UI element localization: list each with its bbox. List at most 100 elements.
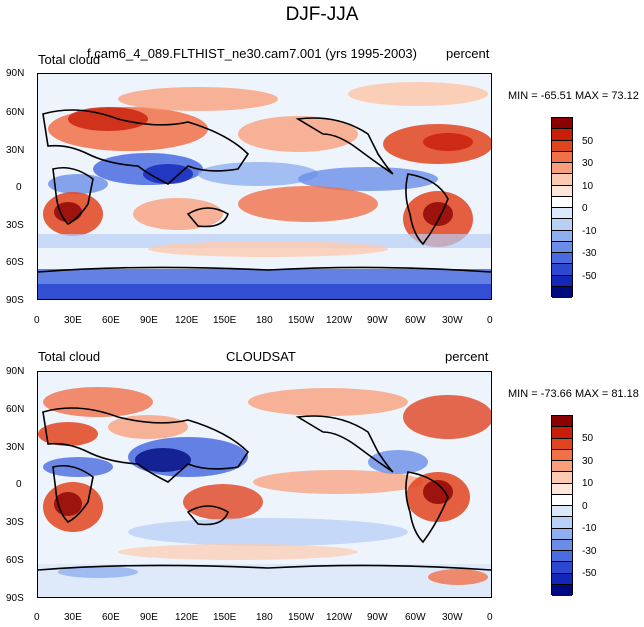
p2-lon-tick: 90E — [140, 612, 158, 623]
p2-lat-tick: 90S — [6, 593, 24, 604]
colorbar-swatch — [552, 584, 572, 596]
colorbar-swatch — [552, 196, 572, 208]
p1-lon-tick: 0 — [34, 315, 40, 326]
colorbar-swatch — [552, 506, 572, 518]
panel2-case-label: CLOUDSAT — [226, 349, 296, 364]
p1-lat-tick: 90N — [6, 68, 25, 79]
colorbar-swatch — [552, 163, 572, 175]
p2-lon-tick: 60W — [405, 612, 426, 623]
panel1-colorbar — [551, 117, 573, 298]
colorbar-swatch — [552, 241, 572, 253]
colorbar-swatch — [552, 494, 572, 506]
colorbar-swatch — [552, 562, 572, 574]
p1-lat-tick: 30N — [6, 145, 25, 156]
colorbar-swatch — [552, 449, 572, 461]
p2-lat-tick: 60S — [6, 555, 24, 566]
panel2-colorbar — [551, 415, 573, 596]
p2-lon-tick: 0 — [34, 612, 40, 623]
p1-lon-tick: 120W — [326, 315, 353, 326]
panel2-map — [37, 371, 492, 598]
panel1-units-label: percent — [446, 46, 490, 61]
p1-colorbar-label: 0 — [582, 203, 588, 214]
colorbar-swatch — [552, 208, 572, 220]
p1-lon-tick: 90E — [140, 315, 158, 326]
p2-colorbar-label: 10 — [582, 478, 594, 489]
p1-lon-tick: 180 — [256, 315, 273, 326]
panel2-variable-label: Total cloud — [38, 349, 101, 364]
colorbar-swatch — [552, 528, 572, 540]
p1-lon-tick: 90W — [367, 315, 388, 326]
p1-lon-tick: 60E — [102, 315, 120, 326]
panel1-field-svg — [38, 74, 491, 299]
p2-lon-tick: 0 — [487, 612, 493, 623]
colorbar-swatch — [552, 253, 572, 265]
colorbar-swatch — [552, 438, 572, 450]
panel2-units-label: percent — [445, 349, 489, 364]
panel2-field-svg — [38, 372, 491, 597]
colorbar-swatch — [552, 264, 572, 276]
p2-lon-tick: 120W — [326, 612, 353, 623]
colorbar-swatch — [552, 483, 572, 495]
colorbar-swatch — [552, 539, 572, 551]
p1-colorbar-label: 50 — [582, 136, 594, 147]
colorbar-swatch — [552, 174, 572, 186]
p1-colorbar-label: -10 — [582, 226, 597, 237]
p2-colorbar-label: -30 — [582, 546, 597, 557]
p1-colorbar-label: -50 — [582, 271, 597, 282]
p1-lon-tick: 120E — [175, 315, 199, 326]
p2-lon-tick: 150W — [288, 612, 315, 623]
panel2-minmax: MIN = -73.66 MAX = 81.18 — [508, 388, 639, 400]
p1-lon-tick: 150E — [213, 315, 237, 326]
colorbar-swatch — [552, 427, 572, 439]
p2-lon-tick: 60E — [102, 612, 120, 623]
p2-lat-tick: 60N — [6, 404, 25, 415]
p1-lat-tick: 90S — [6, 295, 24, 306]
colorbar-swatch — [552, 118, 572, 130]
p2-colorbar-label: 50 — [582, 433, 594, 444]
p2-lat-tick: 30N — [6, 442, 25, 453]
colorbar-swatch — [552, 517, 572, 529]
p2-lon-tick: 90W — [367, 612, 388, 623]
p2-lon-tick: 30W — [442, 612, 463, 623]
colorbar-swatch — [552, 129, 572, 141]
p1-lat-tick: 60N — [6, 107, 25, 118]
colorbar-swatch — [552, 140, 572, 152]
p1-colorbar-label: 30 — [582, 158, 594, 169]
colorbar-swatch — [552, 286, 572, 298]
p2-colorbar-label: 0 — [582, 501, 588, 512]
p1-colorbar-label: -30 — [582, 248, 597, 259]
p2-colorbar-label: -50 — [582, 568, 597, 579]
colorbar-swatch — [552, 551, 572, 563]
p1-lon-tick: 60W — [405, 315, 426, 326]
p1-lat-tick: 60S — [6, 257, 24, 268]
colorbar-swatch — [552, 472, 572, 484]
p2-lat-tick: 0 — [16, 479, 22, 490]
p2-lat-tick: 30S — [6, 517, 24, 528]
p2-lon-tick: 120E — [175, 612, 199, 623]
colorbar-swatch — [552, 230, 572, 242]
p2-lon-tick: 150E — [213, 612, 237, 623]
panel1-map — [37, 73, 492, 300]
panel1-variable-label: Total cloud — [38, 52, 101, 67]
p2-lon-tick: 180 — [256, 612, 273, 623]
p1-lon-tick: 150W — [288, 315, 315, 326]
p1-lat-tick: 0 — [16, 182, 22, 193]
p2-lon-tick: 30E — [64, 612, 82, 623]
figure-title: DJF-JJA — [285, 4, 359, 25]
colorbar-swatch — [552, 275, 572, 287]
panel1-case-label: f.cam6_4_089.FLTHIST_ne30.cam7.001 (yrs … — [87, 46, 417, 61]
p2-colorbar-label: 30 — [582, 456, 594, 467]
colorbar-swatch — [552, 151, 572, 163]
colorbar-swatch — [552, 573, 572, 585]
p2-lat-tick: 90N — [6, 366, 25, 377]
panel1-minmax: MIN = -65.51 MAX = 73.12 — [508, 90, 639, 102]
p1-lon-tick: 30W — [442, 315, 463, 326]
colorbar-swatch — [552, 416, 572, 428]
p1-colorbar-label: 10 — [582, 181, 594, 192]
colorbar-swatch — [552, 219, 572, 231]
colorbar-swatch — [552, 461, 572, 473]
p1-lon-tick: 0 — [487, 315, 493, 326]
colorbar-swatch — [552, 185, 572, 197]
p1-lat-tick: 30S — [6, 220, 24, 231]
p2-colorbar-label: -10 — [582, 523, 597, 534]
